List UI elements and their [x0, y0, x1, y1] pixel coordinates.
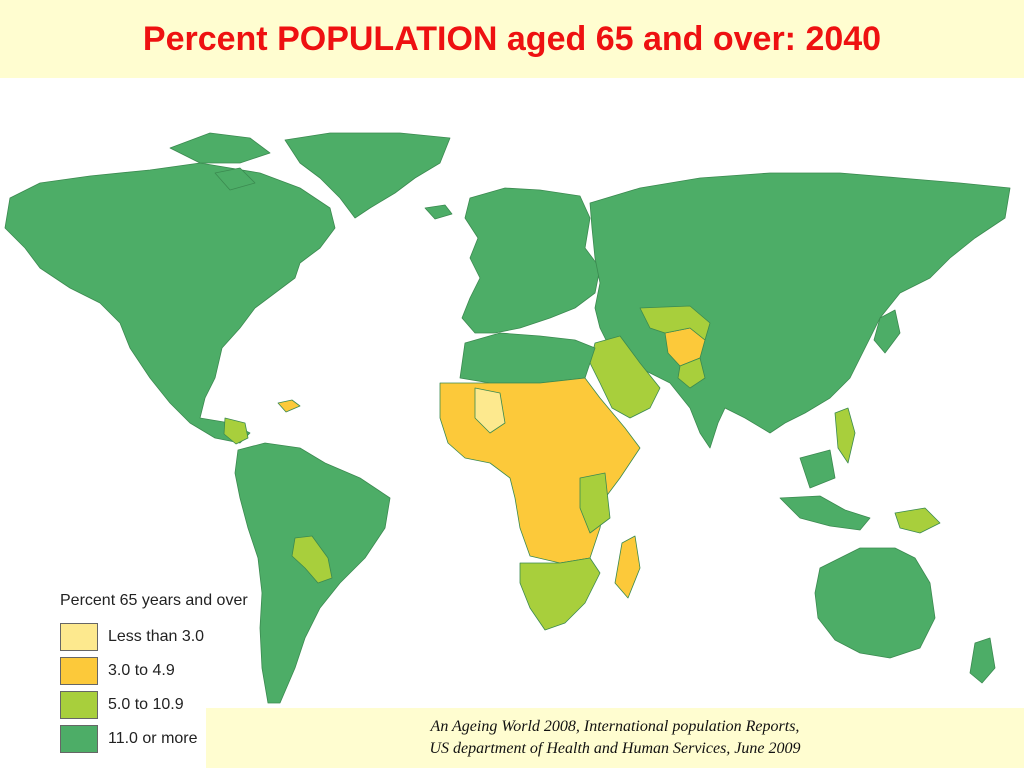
region-png-5-10	[894, 507, 941, 534]
region-europe	[461, 187, 601, 334]
legend-swatch	[60, 691, 98, 719]
legend-label: 11.0 or more	[108, 730, 198, 747]
legend-swatch	[60, 623, 98, 651]
region-sahel-less-3	[474, 387, 506, 434]
legend-item-less-than-3: Less than 3.0	[60, 620, 260, 654]
map-legend: Percent 65 years and over Less than 3.0 …	[60, 592, 260, 756]
region-southern-africa-5-10	[519, 557, 601, 631]
region-japan	[873, 309, 901, 354]
region-caribbean	[277, 399, 301, 413]
legend-label: 3.0 to 4.9	[108, 662, 175, 679]
source-line-1: An Ageing World 2008, International popu…	[430, 718, 800, 735]
legend-item-11-or-more: 11.0 or more	[60, 722, 260, 756]
region-arctic-islands	[169, 132, 271, 191]
region-pakistan-5-10	[677, 357, 706, 389]
source-line-2: US department of Health and Human Servic…	[429, 740, 801, 757]
region-bolivia-paraguay-5-10	[291, 535, 333, 584]
region-north-africa	[459, 332, 596, 384]
region-greenland	[284, 132, 451, 219]
region-iceland	[424, 204, 453, 220]
region-australia	[814, 547, 936, 659]
legend-swatch	[60, 657, 98, 685]
page-title: Percent POPULATION aged 65 and over: 204…	[142, 19, 882, 58]
region-new-zealand	[969, 637, 996, 684]
region-madagascar	[614, 535, 641, 599]
legend-title: Percent 65 years and over	[60, 592, 248, 609]
region-north-america	[4, 162, 336, 444]
legend-label: Less than 3.0	[108, 628, 205, 645]
region-east-africa-5-10	[579, 472, 611, 534]
region-philippines-5-10	[834, 407, 856, 464]
region-central-america-5-10	[223, 417, 249, 445]
source-citation: An Ageing World 2008, International popu…	[206, 708, 1024, 768]
legend-item-5-to-10-9: 5.0 to 10.9	[60, 688, 260, 722]
title-bar: Percent POPULATION aged 65 and over: 204…	[0, 0, 1024, 78]
world-map-svg	[4, 132, 1011, 704]
legend-item-3-to-4-9: 3.0 to 4.9	[60, 654, 260, 688]
legend-swatch	[60, 725, 98, 753]
region-arabia-5-10	[589, 335, 661, 419]
region-indonesia	[779, 449, 871, 531]
region-africa-3-4.9	[439, 377, 641, 564]
legend-label: 5.0 to 10.9	[108, 696, 184, 713]
world-map	[0, 78, 1024, 708]
region-central-asia-5-10	[639, 305, 711, 341]
